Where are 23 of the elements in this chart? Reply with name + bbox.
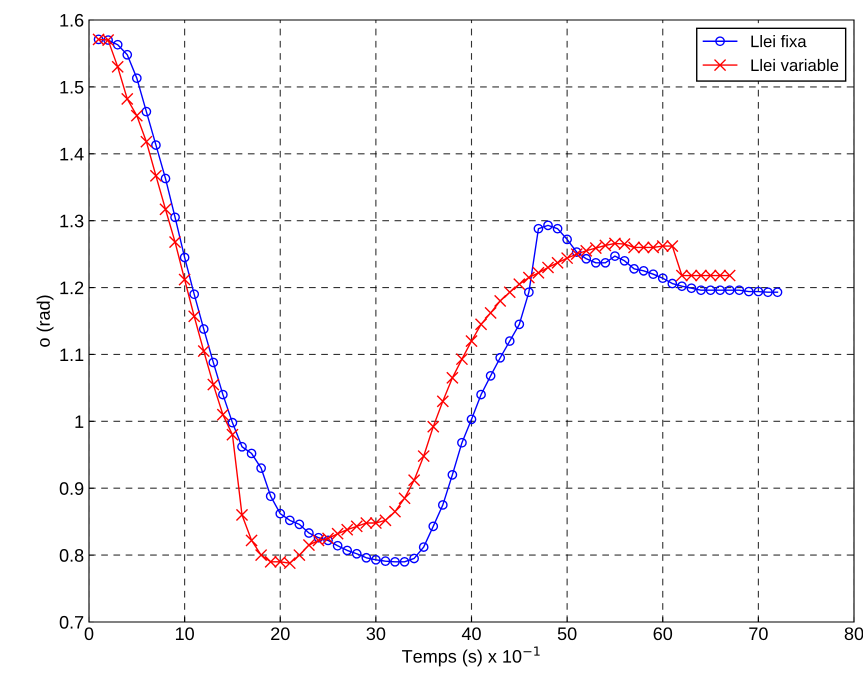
y-tick-label: 1.3: [60, 214, 84, 228]
x-tick-label: 10: [176, 627, 194, 640]
x-tick-label: 60: [654, 627, 672, 640]
x-tick-label: 40: [462, 627, 481, 640]
y-axis-title: o (rad): [36, 296, 54, 347]
x-axis-title: Temps (s) x 10$^{−1}$: [402, 646, 540, 666]
y-tick-label: 1: [75, 415, 84, 428]
y-tick-label: 0.7: [60, 616, 84, 629]
legend-label: Llei variable: [751, 58, 838, 72]
y-tick-label: 0.9: [60, 482, 84, 495]
x-tick-label: 70: [749, 627, 768, 640]
x-tick-label: 20: [271, 627, 290, 640]
x-tick-label: 80: [844, 627, 863, 640]
x-tick-label: 30: [366, 627, 386, 640]
y-tick-label: 0.8: [60, 549, 84, 562]
y-tick-label: 1.5: [60, 81, 84, 94]
x-tick-label: 50: [558, 627, 576, 640]
legend-label: Llei fixa: [751, 35, 807, 48]
y-tick-label: 1.1: [60, 348, 84, 361]
y-tick-label: 1.6: [60, 14, 84, 27]
y-tick-label: 1.2: [60, 281, 84, 294]
x-tick-label: 0: [84, 627, 94, 640]
y-tick-label: 1.4: [60, 148, 84, 160]
